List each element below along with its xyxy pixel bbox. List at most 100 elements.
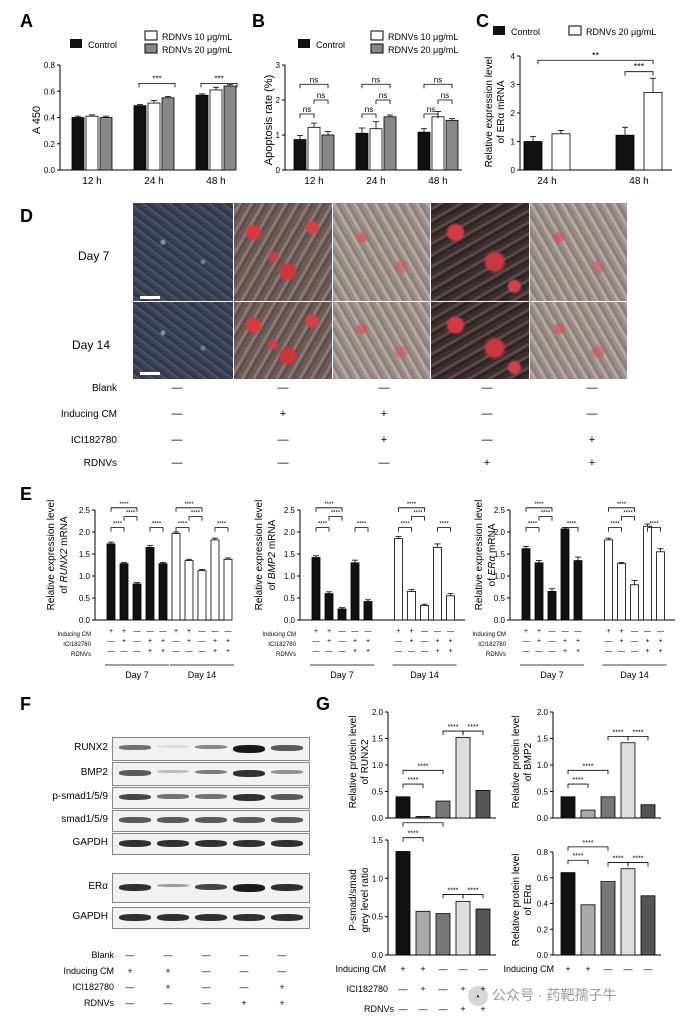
bar-c xyxy=(615,134,635,171)
bar-g1 xyxy=(415,816,431,819)
treat-mark-g: + xyxy=(585,964,590,974)
sig-g xyxy=(402,822,444,827)
sig-g-label: **** xyxy=(468,724,479,731)
bar-b xyxy=(383,116,397,171)
chart-c-tick-label: 4 xyxy=(511,52,516,61)
treat-mark-f: + xyxy=(127,966,132,976)
treat-mark-e: + xyxy=(619,638,623,645)
day-label-e: Day 14 xyxy=(410,670,439,680)
sig-e xyxy=(608,527,622,532)
sig-e xyxy=(525,527,540,532)
sig-e-label: **** xyxy=(184,502,194,508)
chart-e2-tick-label: 1.0 xyxy=(284,572,296,581)
sig-g-label: **** xyxy=(633,856,644,863)
ylabel-e3: Relative expression level of ERα mRNA xyxy=(474,500,498,611)
treat-mark-g: — xyxy=(624,964,633,974)
treat-mark-e: + xyxy=(409,628,413,635)
treat-mark-f: — xyxy=(278,966,287,976)
treat-mark-e: — xyxy=(421,628,428,635)
ylabel-g2-2: of BMP2 xyxy=(523,742,534,781)
ylabel-b: Apoptosis rate (%) xyxy=(263,75,275,165)
blot-band xyxy=(157,745,189,748)
blot-label: ERα xyxy=(88,881,108,892)
sig-g-label: **** xyxy=(633,729,644,736)
treat-mark-e: + xyxy=(563,638,567,645)
treat-mark-g: + xyxy=(460,1004,465,1014)
sig-e xyxy=(110,507,138,512)
treat-mark-e: — xyxy=(134,638,141,645)
sig-e xyxy=(110,527,125,532)
blot-label: p-smad1/5/9 xyxy=(52,791,108,802)
treat-mark-e: — xyxy=(523,648,530,655)
treat-mark-f: + xyxy=(279,998,284,1008)
treat-mark-e: + xyxy=(122,628,126,635)
treat-mark-g: — xyxy=(439,964,448,974)
treat-mark-e: — xyxy=(657,628,664,635)
chart-g4-tick-label: 0.0 xyxy=(537,951,549,960)
treat-mark-g: — xyxy=(439,1004,448,1014)
ylabel-a: A 450 xyxy=(31,106,43,134)
blot-label: GAPDH xyxy=(72,837,108,848)
bar-a xyxy=(133,105,147,171)
chart-e3-tick-label: 2.5 xyxy=(494,506,506,515)
treat-mark-e: — xyxy=(421,648,428,655)
treat-label-e: RDNVs xyxy=(276,652,296,658)
ylabel-g4-2: of ERα xyxy=(523,884,534,915)
panel-letter-g: G xyxy=(316,694,330,714)
sig-g xyxy=(462,894,484,899)
bar-e2 xyxy=(337,608,347,621)
svg-text:Relative expression level: Relative expression level xyxy=(254,500,265,611)
sig-e-label: **** xyxy=(649,522,659,528)
chart-e3-tick-label: 0.0 xyxy=(494,616,506,625)
bar-e2 xyxy=(446,595,455,621)
sig-b-label: ns xyxy=(317,91,325,100)
treat-mark-d: + xyxy=(484,457,490,469)
sig-e-label: **** xyxy=(413,511,423,517)
treat-mark-d: — xyxy=(172,457,183,469)
treat-mark-e: + xyxy=(353,638,357,645)
legend-b-control: Control xyxy=(316,40,345,50)
treat-mark-e: + xyxy=(148,648,152,655)
treat-mark-e: — xyxy=(618,648,625,655)
treat-mark-e: — xyxy=(631,638,638,645)
treat-mark-e: — xyxy=(631,648,638,655)
treat-mark-e: + xyxy=(537,628,541,635)
blot-band xyxy=(271,914,303,922)
sig-g xyxy=(567,769,609,775)
blot-band xyxy=(233,770,265,778)
legend-b-10: RDNVs 10 μg/mL xyxy=(388,32,458,42)
treat-mark-d: — xyxy=(379,457,390,469)
treat-mark-e: + xyxy=(537,638,541,645)
legend-c-control: Control xyxy=(511,27,540,37)
treat-mark-e: — xyxy=(121,648,128,655)
bar-a xyxy=(195,94,209,171)
bar-e2 xyxy=(363,601,373,621)
svg-text:Relative expression level: Relative expression level xyxy=(474,500,485,611)
treat-mark-e: — xyxy=(365,628,372,635)
treat-mark-d: + xyxy=(381,408,387,420)
g-treat-inducing: Inducing CM xyxy=(335,964,386,974)
bar-e2 xyxy=(311,557,321,621)
ylabel-g3-1: P-smad/smad xyxy=(348,869,359,931)
treat-mark-e: — xyxy=(212,628,219,635)
bar-e3 xyxy=(534,562,544,621)
row-label-day7: Day 7 xyxy=(78,249,110,263)
sig-b-label: ns xyxy=(434,75,442,84)
sig-e-label: **** xyxy=(357,522,367,528)
treat-mark-e: — xyxy=(108,648,115,655)
chart-e1-tick-label: 2.5 xyxy=(79,506,91,515)
treat-mark-f: — xyxy=(202,998,211,1008)
chart-g3-tick-label: 1.0 xyxy=(372,874,384,883)
treat-mark-e: + xyxy=(161,648,165,655)
treat-mark-e: — xyxy=(108,638,115,645)
treat-mark-e: — xyxy=(447,628,454,635)
treat-mark-e: — xyxy=(644,628,651,635)
blot-band xyxy=(271,770,303,774)
treat-mark-e: — xyxy=(562,628,569,635)
x-label-b: 24 h xyxy=(366,176,385,187)
blot-band xyxy=(195,817,227,823)
bar-e1 xyxy=(106,543,116,621)
treat-mark-e: + xyxy=(448,638,452,645)
sig-g-label: **** xyxy=(583,763,594,770)
